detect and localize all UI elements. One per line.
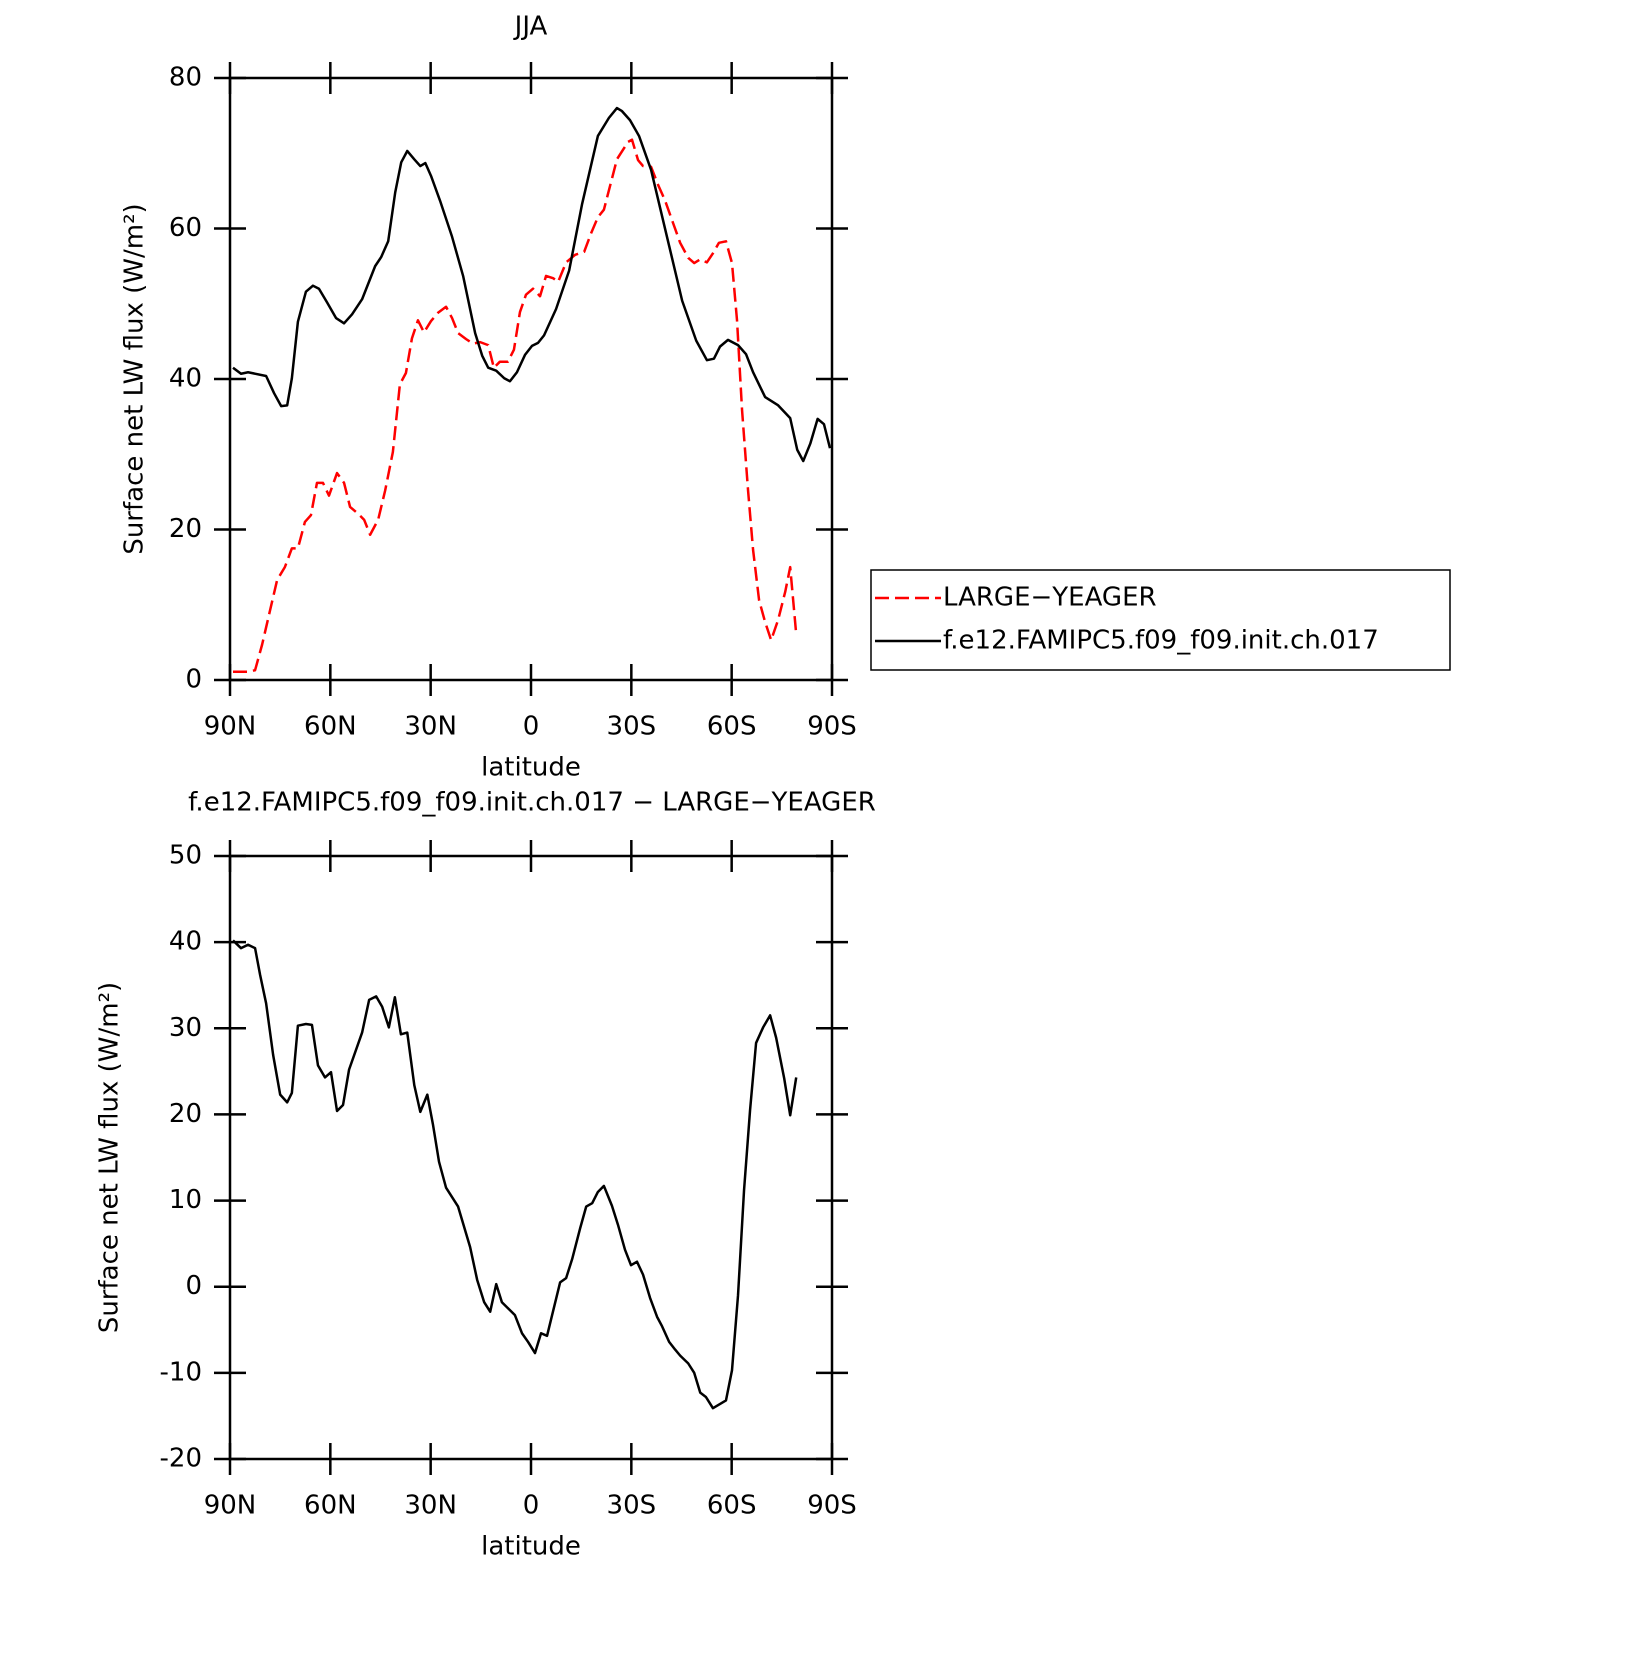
x-tick-label: 60N — [304, 1491, 357, 1521]
x-tick-label: 30S — [607, 1491, 657, 1521]
y-tick-label: 60 — [169, 213, 202, 243]
data-line — [233, 138, 798, 673]
x-tick-label: 90S — [807, 712, 857, 742]
x-tick-label: 90N — [204, 712, 257, 742]
plot-frame — [228, 76, 834, 682]
y-tick-label: 0 — [185, 665, 202, 695]
y-tick-label: -10 — [160, 1357, 202, 1387]
y-tick-label: 0 — [185, 1271, 202, 1301]
x-tick-label: 60S — [707, 1491, 757, 1521]
x-tick-label: 30S — [607, 712, 657, 742]
y-tick-label: 40 — [169, 364, 202, 394]
y-tick-label: -20 — [160, 1444, 202, 1474]
x-tick-label: 0 — [523, 712, 540, 742]
y-tick-label: 20 — [169, 514, 202, 544]
data-line — [232, 939, 798, 1410]
legend-label: f.e12.FAMIPC5.f09_f09.init.ch.017 — [943, 626, 1379, 656]
x-tick-label: 90N — [204, 1491, 257, 1521]
x-tick-label: 60S — [707, 712, 757, 742]
data-line — [232, 106, 832, 463]
y-tick-label: 80 — [169, 63, 202, 93]
x-axis-label: latitude — [481, 753, 581, 783]
chart-title: JJA — [513, 12, 548, 42]
y-tick-label: 50 — [169, 841, 202, 871]
chart-title: f.e12.FAMIPC5.f09_f09.init.ch.017 − LARG… — [188, 788, 876, 818]
y-tick-label: 30 — [169, 1013, 202, 1043]
x-tick-label: 30N — [404, 1491, 457, 1521]
x-tick-label: 30N — [404, 712, 457, 742]
x-axis-label: latitude — [481, 1532, 581, 1562]
y-axis-label: Surface net LW flux (W/m²) — [120, 203, 150, 554]
legend-box — [870, 569, 1451, 671]
y-tick-label: 40 — [169, 927, 202, 957]
x-tick-label: 0 — [523, 1491, 540, 1521]
plot-frame — [228, 854, 834, 1461]
y-tick-label: 10 — [169, 1185, 202, 1215]
y-tick-label: 20 — [169, 1099, 202, 1129]
x-tick-label: 90S — [807, 1491, 857, 1521]
x-tick-label: 60N — [304, 712, 357, 742]
y-axis-label: Surface net LW flux (W/m²) — [95, 982, 125, 1333]
legend-label: LARGE−YEAGER — [943, 583, 1157, 613]
